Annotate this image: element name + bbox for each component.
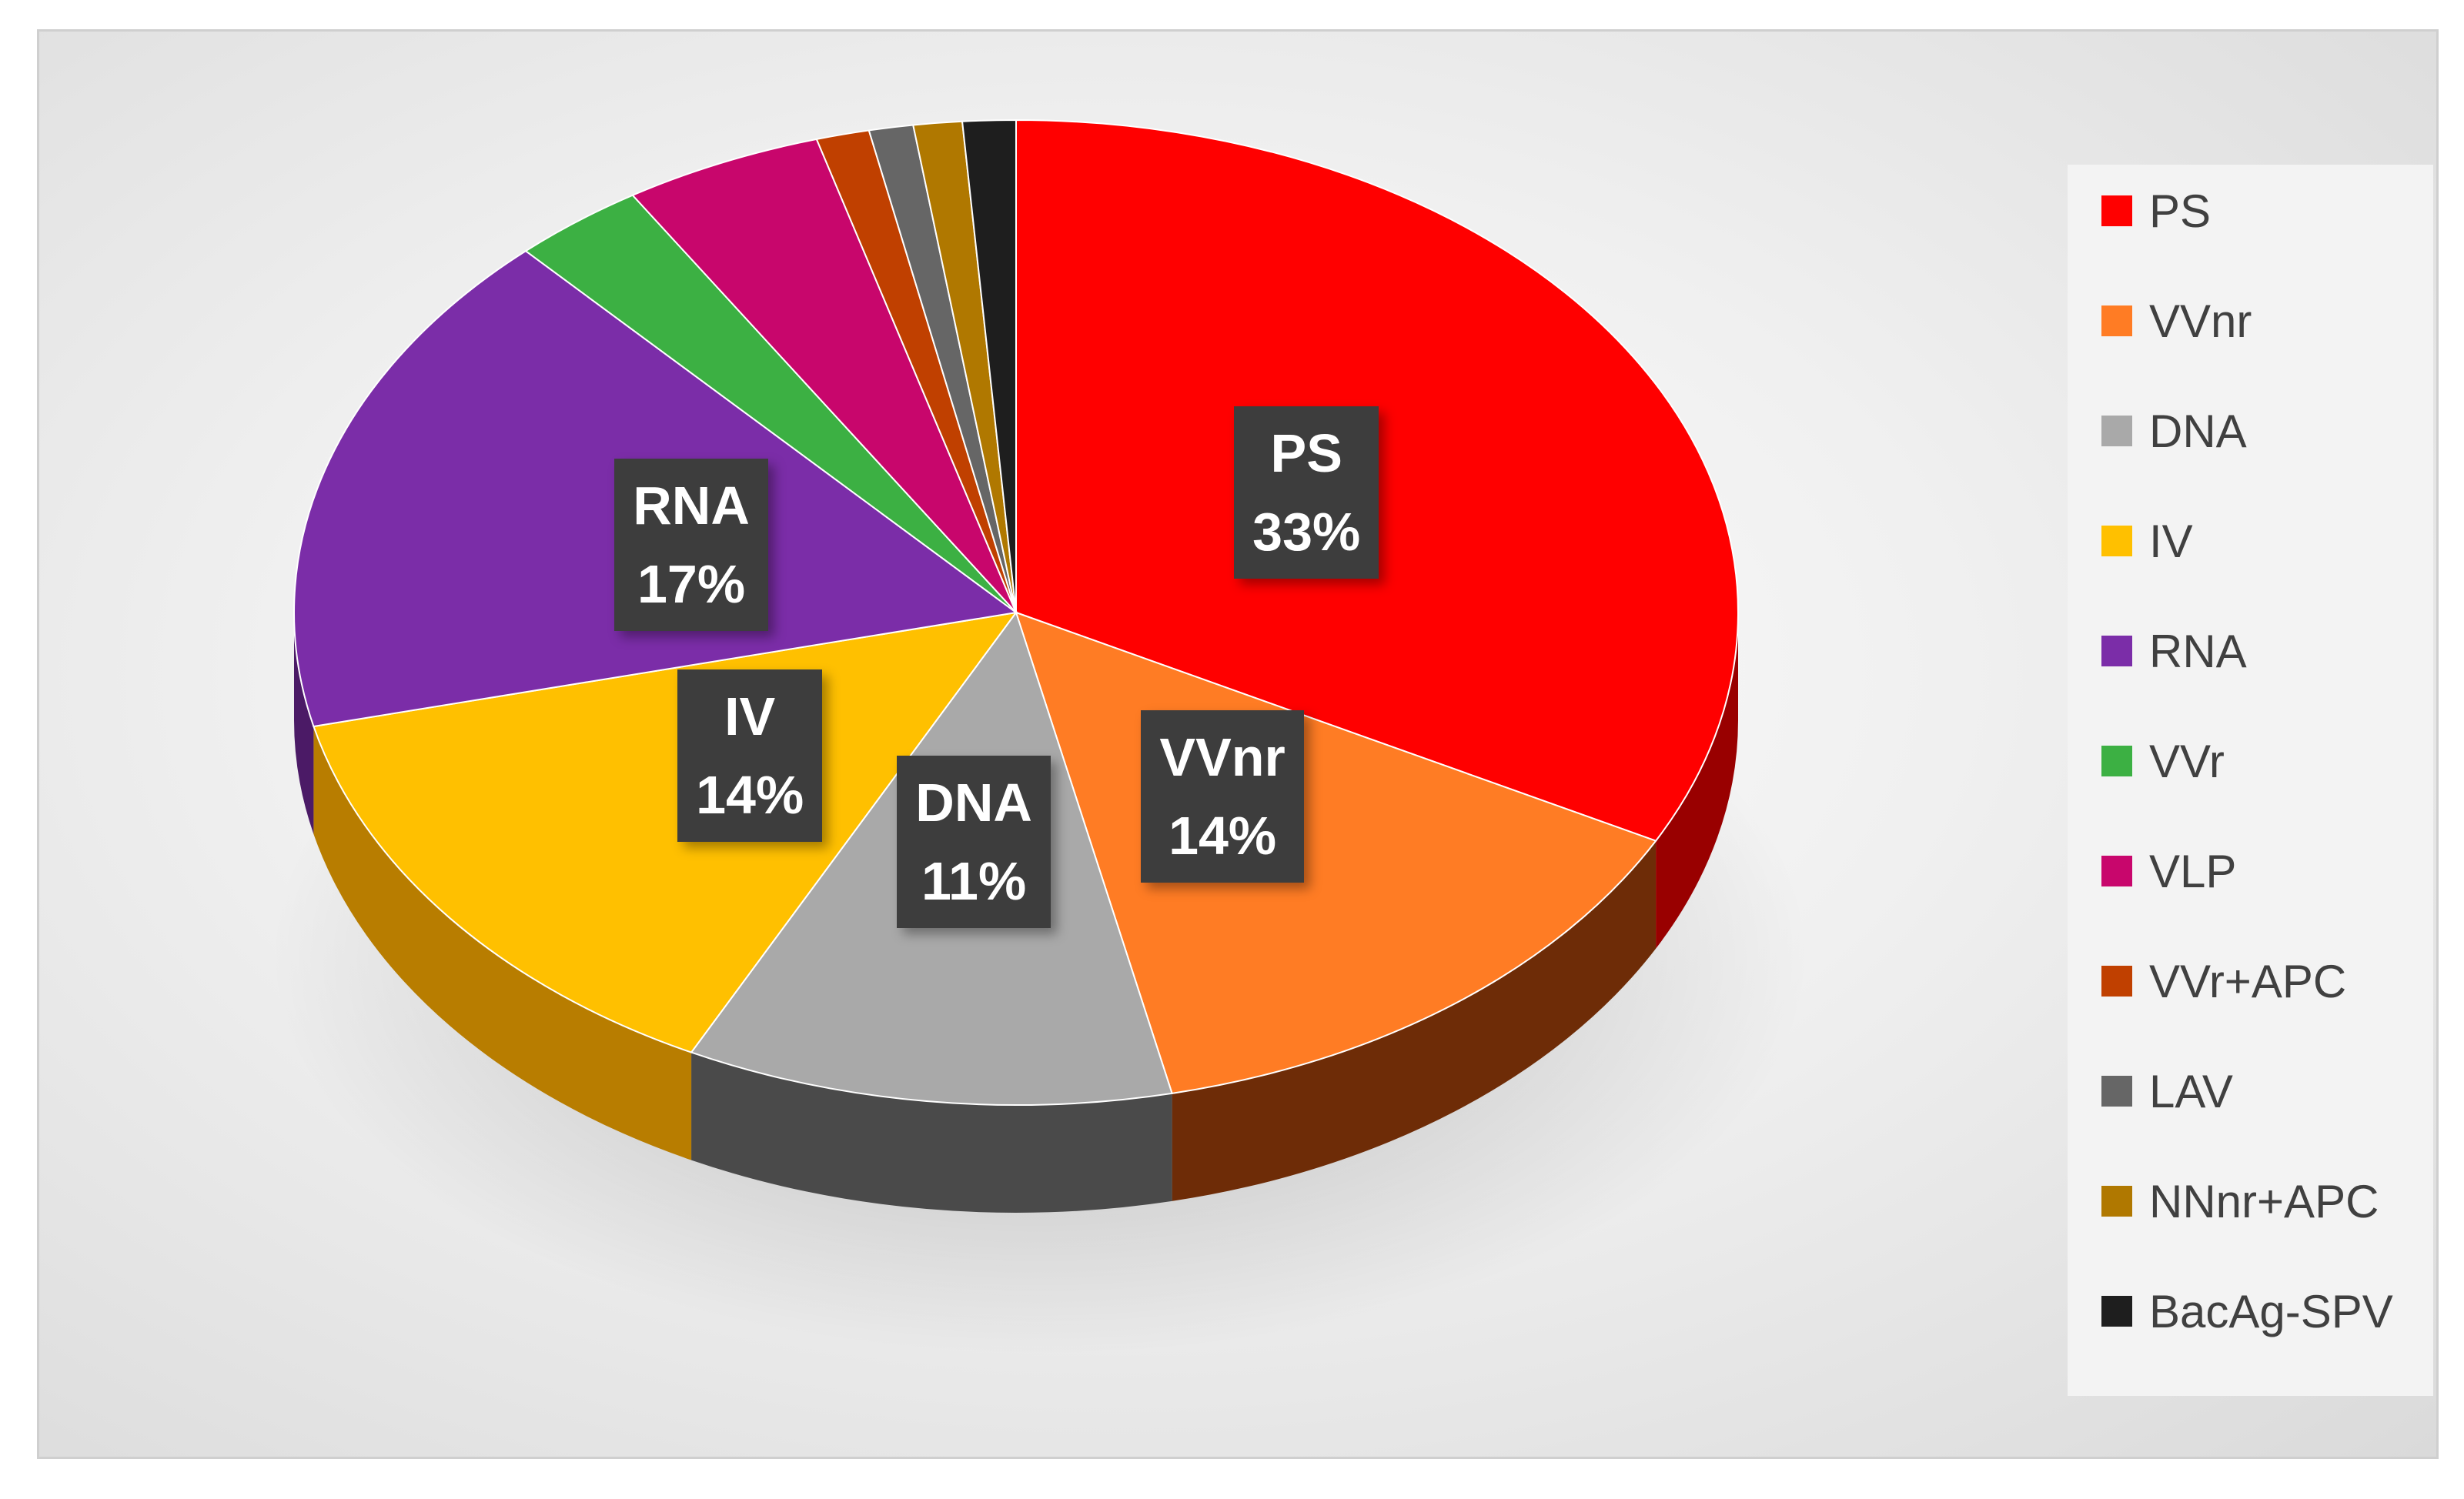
- data-label-percent: 17%: [637, 554, 746, 615]
- legend-item-vvr-apc: VVr+APC: [2101, 950, 2346, 1012]
- legend-swatch: [2101, 1076, 2132, 1107]
- legend-swatch: [2101, 526, 2132, 556]
- legend-item-rna: RNA: [2101, 620, 2247, 682]
- data-label-name: DNA: [915, 773, 1032, 833]
- legend-label: RNA: [2149, 625, 2247, 677]
- data-label-name: PS: [1270, 423, 1342, 484]
- data-label-name: RNA: [633, 476, 750, 536]
- legend-swatch: [2101, 966, 2132, 997]
- pie-side-dna: [691, 1052, 1172, 1213]
- pie-top-slices: [293, 119, 1739, 1106]
- pie-side-vvnr: [1172, 840, 1657, 1201]
- legend-item-lav: LAV: [2101, 1060, 2233, 1122]
- data-label-rna: RNA 17%: [614, 459, 768, 632]
- pie-slice-bacag-spv: [961, 119, 1017, 613]
- legend-swatch: [2101, 195, 2132, 226]
- legend-item-ps: PS: [2101, 180, 2211, 242]
- legend-swatch: [2101, 416, 2132, 446]
- legend-swatch: [2101, 856, 2132, 886]
- legend-label: VVnr: [2149, 295, 2252, 347]
- pie-side-iv: [313, 726, 692, 1160]
- legend-item-vvr: VVr: [2101, 730, 2225, 792]
- legend: PS VVnr DNA IV RNA VVr VLP VVr+APC LAV NNnr+APC Ba…: [2068, 165, 2433, 1396]
- legend-item-dna: DNA: [2101, 400, 2247, 462]
- legend-item-vlp: VLP: [2101, 840, 2236, 902]
- data-label-name: VVnr: [1159, 726, 1285, 787]
- legend-label: BacAg-SPV: [2149, 1285, 2393, 1337]
- data-label-dna: DNA 11%: [897, 756, 1051, 929]
- data-label-percent: 33%: [1252, 502, 1361, 563]
- legend-label: DNA: [2149, 405, 2247, 457]
- legend-label: VLP: [2149, 845, 2237, 897]
- data-label-name: IV: [724, 686, 776, 747]
- legend-item-vvnr: VVnr: [2101, 290, 2252, 352]
- legend-swatch: [2101, 1186, 2132, 1217]
- data-label-vvnr: VVnr 14%: [1141, 709, 1304, 883]
- chart-area: PS 33% VVnr 14% DNA 11% IV 14% RNA 17% PS VVnr DNA I…: [37, 29, 2439, 1459]
- pie-side-walls: [294, 613, 1738, 1213]
- pie-side-ps: [1656, 613, 1738, 949]
- legend-item-nnnr-apc: NNnr+APC: [2101, 1170, 2379, 1232]
- legend-swatch: [2101, 746, 2132, 776]
- data-label-percent: 14%: [696, 765, 804, 826]
- legend-label: IV: [2149, 515, 2193, 567]
- pie-slice-iv: [313, 611, 1018, 1053]
- legend-item-bacag-spv: BacAg-SPV: [2101, 1280, 2393, 1342]
- legend-label: VVr: [2149, 735, 2225, 787]
- legend-label: LAV: [2149, 1065, 2233, 1117]
- data-label-ps: PS 33%: [1234, 406, 1379, 579]
- data-label-percent: 11%: [921, 851, 1027, 912]
- pie-slice-vlp: [631, 138, 1017, 613]
- legend-label: PS: [2149, 185, 2212, 237]
- legend-label: VVr+APC: [2149, 955, 2347, 1007]
- legend-swatch: [2101, 636, 2132, 666]
- legend-swatch: [2101, 305, 2132, 336]
- data-label-percent: 14%: [1168, 805, 1277, 866]
- legend-label: NNnr+APC: [2149, 1175, 2379, 1227]
- pie-side-rna: [294, 613, 314, 834]
- legend-item-iv: IV: [2101, 510, 2193, 572]
- legend-swatch: [2101, 1296, 2132, 1327]
- data-label-iv: IV 14%: [677, 669, 823, 843]
